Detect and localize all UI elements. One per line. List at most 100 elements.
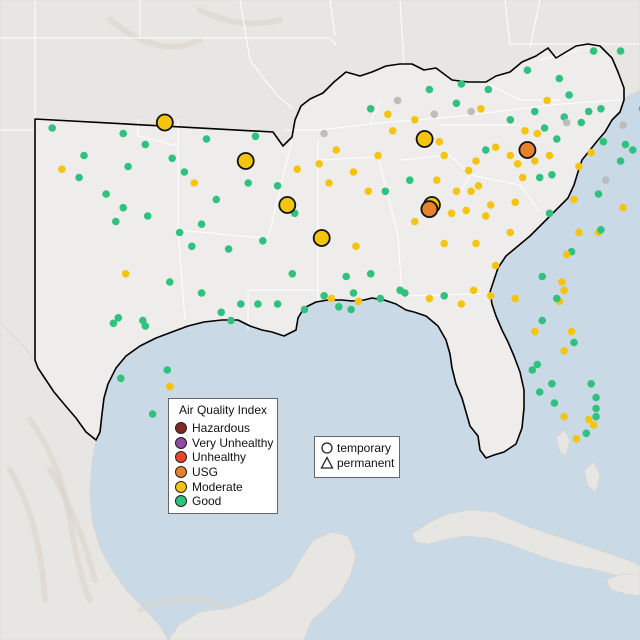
monitor-point[interactable] <box>175 228 184 237</box>
monitor-point[interactable] <box>457 300 466 308</box>
monitor-point[interactable] <box>482 212 490 220</box>
monitor-point[interactable] <box>491 143 500 152</box>
monitor-point[interactable] <box>112 217 120 226</box>
monitor-point[interactable] <box>484 85 493 94</box>
monitor-point[interactable] <box>472 157 480 165</box>
monitor-point[interactable] <box>452 99 461 108</box>
monitor-point[interactable] <box>148 410 157 418</box>
monitor-point[interactable] <box>163 366 172 374</box>
monitor-point[interactable] <box>560 347 568 355</box>
monitor-point[interactable] <box>477 105 485 113</box>
monitor-point[interactable] <box>293 165 302 173</box>
monitor-point[interactable] <box>474 182 483 190</box>
monitor-point[interactable] <box>548 171 556 179</box>
highlighted-monitor-point[interactable] <box>236 152 255 170</box>
monitor-point[interactable] <box>538 272 546 281</box>
monitor-point[interactable] <box>577 118 586 127</box>
monitor-point[interactable] <box>224 245 233 253</box>
monitor-point[interactable] <box>553 294 561 303</box>
monitor-point[interactable] <box>592 393 600 402</box>
monitor-point[interactable] <box>364 187 373 196</box>
monitor-point[interactable] <box>464 166 473 175</box>
monitor-point[interactable] <box>587 380 595 388</box>
monitor-point[interactable] <box>254 300 262 308</box>
monitor-point[interactable] <box>528 366 537 374</box>
monitor-point[interactable] <box>562 118 571 127</box>
monitor-point[interactable] <box>212 195 221 204</box>
monitor-point[interactable] <box>521 127 529 135</box>
monitor-point[interactable] <box>335 303 343 311</box>
monitor-point[interactable] <box>491 261 500 270</box>
monitor-point[interactable] <box>388 127 397 135</box>
monitor-point[interactable] <box>48 124 56 132</box>
monitor-point[interactable] <box>440 292 449 300</box>
monitor-point[interactable] <box>366 270 375 278</box>
monitor-point[interactable] <box>227 316 235 325</box>
monitor-point[interactable] <box>553 135 561 143</box>
monitor-point[interactable] <box>533 360 542 369</box>
monitor-point[interactable] <box>166 382 174 391</box>
monitor-point[interactable] <box>531 157 539 165</box>
monitor-point[interactable] <box>482 146 490 154</box>
monitor-point[interactable] <box>435 137 444 146</box>
monitor-point[interactable] <box>237 300 245 308</box>
monitor-point[interactable] <box>555 74 564 83</box>
monitor-point[interactable] <box>560 412 568 421</box>
monitor-point[interactable] <box>347 305 355 314</box>
monitor-point[interactable] <box>592 404 600 413</box>
monitor-point[interactable] <box>531 107 539 116</box>
monitor-point[interactable] <box>119 203 127 212</box>
monitor-point[interactable] <box>540 124 549 132</box>
monitor-point[interactable] <box>570 195 578 204</box>
monitor-point[interactable] <box>376 294 385 303</box>
monitor-point[interactable] <box>629 146 637 154</box>
monitor-point[interactable] <box>117 374 125 383</box>
monitor-point[interactable] <box>197 220 206 228</box>
monitor-point[interactable] <box>381 187 390 196</box>
monitor-point[interactable] <box>447 209 456 218</box>
monitor-point[interactable] <box>190 179 199 187</box>
highlighted-monitor-point[interactable] <box>155 113 174 132</box>
monitor-point[interactable] <box>327 294 336 303</box>
monitor-point[interactable] <box>366 105 375 113</box>
monitor-point[interactable] <box>139 316 147 325</box>
monitor-point[interactable] <box>352 242 360 251</box>
monitor-point[interactable] <box>406 176 414 184</box>
monitor-point[interactable] <box>486 201 495 209</box>
monitor-point[interactable] <box>273 182 282 190</box>
monitor-point[interactable] <box>166 278 174 286</box>
monitor-point[interactable] <box>584 415 593 424</box>
monitor-point[interactable] <box>121 270 130 278</box>
monitor-point[interactable] <box>349 168 358 176</box>
monitor-point[interactable] <box>124 162 132 171</box>
monitor-point[interactable] <box>619 203 627 212</box>
monitor-point[interactable] <box>467 107 475 116</box>
monitor-point[interactable] <box>75 173 83 182</box>
highlighted-monitor-point[interactable] <box>518 141 537 159</box>
monitor-point[interactable] <box>602 176 610 184</box>
monitor-point[interactable] <box>506 228 515 237</box>
monitor-point[interactable] <box>511 294 519 303</box>
monitor-point[interactable] <box>469 286 478 295</box>
monitor-point[interactable] <box>393 96 402 105</box>
monitor-point[interactable] <box>619 121 627 129</box>
monitor-point[interactable] <box>538 316 546 325</box>
monitor-point[interactable] <box>531 327 539 336</box>
monitor-point[interactable] <box>202 135 211 143</box>
monitor-point[interactable] <box>513 160 522 168</box>
monitor-point[interactable] <box>457 80 466 88</box>
monitor-point[interactable] <box>472 239 480 248</box>
monitor-point[interactable] <box>535 388 544 396</box>
monitor-point[interactable] <box>597 226 605 234</box>
monitor-point[interactable] <box>592 412 600 421</box>
monitor-point[interactable] <box>584 107 593 116</box>
monitor-point[interactable] <box>315 160 324 168</box>
monitor-point[interactable] <box>570 338 578 347</box>
monitor-point[interactable] <box>300 305 309 314</box>
monitor-point[interactable] <box>533 129 542 138</box>
monitor-point[interactable] <box>197 289 206 297</box>
monitor-point[interactable] <box>575 228 583 237</box>
monitor-point[interactable] <box>440 151 449 160</box>
